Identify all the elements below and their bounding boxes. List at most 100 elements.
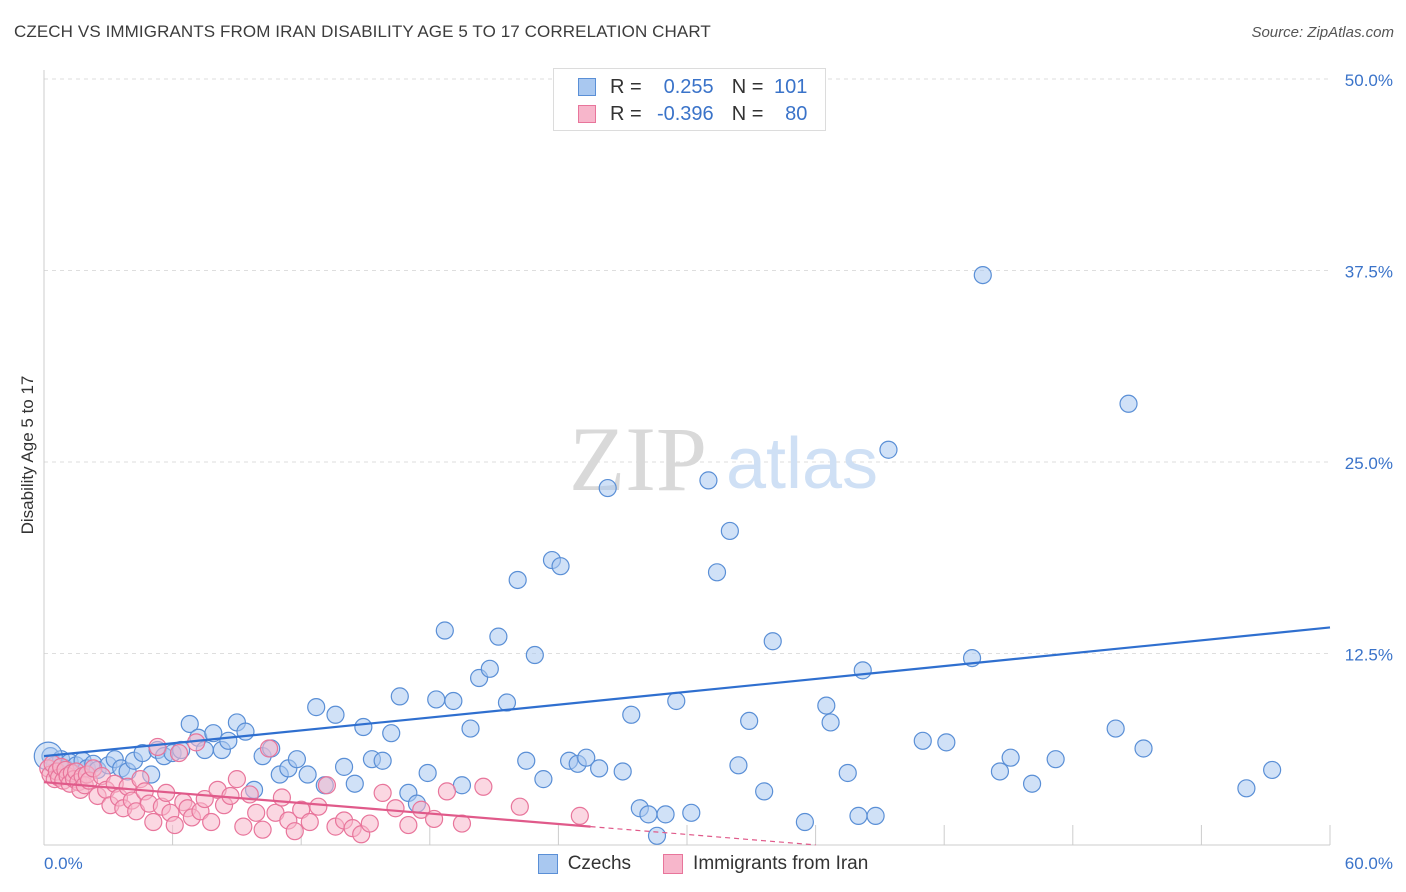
iran-point-77 [474,777,493,796]
y-tick-label-0: 12.5% [1345,646,1393,665]
czech-point-61 [534,770,553,789]
czech-point-70 [622,705,641,724]
czech-point-77 [699,471,718,490]
iran-point-62 [300,812,319,832]
iran-point-60 [285,822,304,841]
czech-point-50 [435,621,454,640]
czech-point-99 [1046,750,1065,769]
trend-lines [43,626,1331,846]
czech-point-86 [821,713,840,732]
czech-point-67 [590,759,609,778]
czech-point-34 [287,750,307,769]
legend-row-czechs: R = 0.255 N = 101 [578,74,807,100]
czech-point-92 [913,731,932,750]
czech-point-79 [720,521,739,541]
legend-n-label: N = [731,75,764,98]
czech-point-89 [853,661,872,680]
czech-point-97 [1001,748,1020,767]
iran-point-69 [360,814,379,833]
czech-point-53 [461,719,480,738]
czech-point-39 [334,757,354,776]
iran-point-76 [452,814,472,833]
y-tick-label-3: 50.0% [1345,71,1393,90]
czech-point-48 [418,763,437,783]
x-tick-label-max: 60.0% [1345,854,1393,873]
chart-title: CZECH VS IMMIGRANTS FROM IRAN DISABILITY… [14,22,711,41]
czech-point-55 [480,659,499,678]
legend-swatch-czechs [537,854,558,874]
czech-point-82 [755,782,774,801]
czech-point-85 [817,696,836,715]
czech-point-57 [497,693,517,712]
czech-point-35 [298,765,317,784]
iran-point-52 [234,817,253,836]
legend-r-label: R = [610,75,642,98]
czech-point-88 [849,806,868,825]
iran-point-55 [253,820,272,839]
czech-point-83 [763,632,782,651]
czech-point-26 [219,731,238,750]
source-label: Source: ZipAtlas.com [1251,24,1394,41]
czech-point-84 [795,812,814,832]
series-czechs-points [33,265,1282,845]
iran-point-47 [202,812,221,832]
czech-point-93 [937,733,956,752]
czech-point-72 [639,805,658,824]
czech-point-80 [729,756,748,775]
czech-point-101 [1119,394,1138,413]
czech-point-66 [577,748,596,767]
axes [43,70,1331,846]
series-legend: Czechs Immigrants from Iran [0,851,1406,877]
czech-point-96 [990,762,1010,781]
watermark: ZIP atlas [569,408,878,510]
iran-point-75 [437,782,457,801]
legend-item-czechs[interactable]: Czechs [537,853,631,875]
czech-point-21 [180,714,199,734]
y-tick-label-1: 25.0% [1345,454,1393,473]
czech-point-100 [1106,719,1125,738]
czech-point-36 [307,698,326,717]
legend-n-label: N = [731,102,764,125]
czech-point-73 [647,826,667,845]
legend-swatch-czechs [578,78,596,96]
legend-swatch-iran [663,854,684,874]
czech-point-75 [667,691,686,711]
czech-point-49 [427,690,446,709]
iran-point-78 [510,797,529,816]
trend-line-iran-extension [590,826,816,846]
y-tick-label-2: 37.5% [1345,263,1393,282]
czech-point-103 [1237,779,1256,798]
czech-point-58 [508,570,527,590]
iran-point-58 [272,788,292,807]
legend-n-value: 80 [785,102,808,125]
czech-point-76 [682,803,701,822]
tick-labels: 12.5% 25.0% 37.5% 50.0% 0.0% 60.0% [44,71,1393,873]
czech-point-78 [707,563,727,582]
czech-point-68 [598,478,617,498]
czech-point-40 [345,774,364,793]
iran-point-72 [399,815,418,835]
czech-point-24 [204,724,223,743]
legend-r-value: -0.396 [656,102,714,125]
czech-point-98 [1022,774,1042,793]
series-iran-points [39,733,589,844]
iran-point-63 [309,797,328,816]
legend-item-iran[interactable]: Immigrants from Iran [663,853,868,875]
czech-point-69 [613,762,632,781]
iran-point-71 [386,799,405,818]
czech-point-95 [973,265,992,285]
legend-row-iran: R = -0.396 N = 80 [578,101,807,127]
czech-point-60 [525,645,544,665]
czech-point-102 [1134,739,1153,758]
iran-point-56 [259,739,279,758]
iran-point-79 [570,806,589,825]
czech-point-59 [517,751,536,770]
legend-r-label: R = [610,102,642,125]
iran-point-70 [373,783,392,803]
czech-point-87 [838,763,857,783]
iran-point-54 [247,803,266,822]
iran-point-35 [148,737,167,757]
correlation-legend: R = 0.255 N = 101 R = -0.396 N = 80 [553,68,826,131]
legend-r-value: 0.255 [663,75,714,98]
